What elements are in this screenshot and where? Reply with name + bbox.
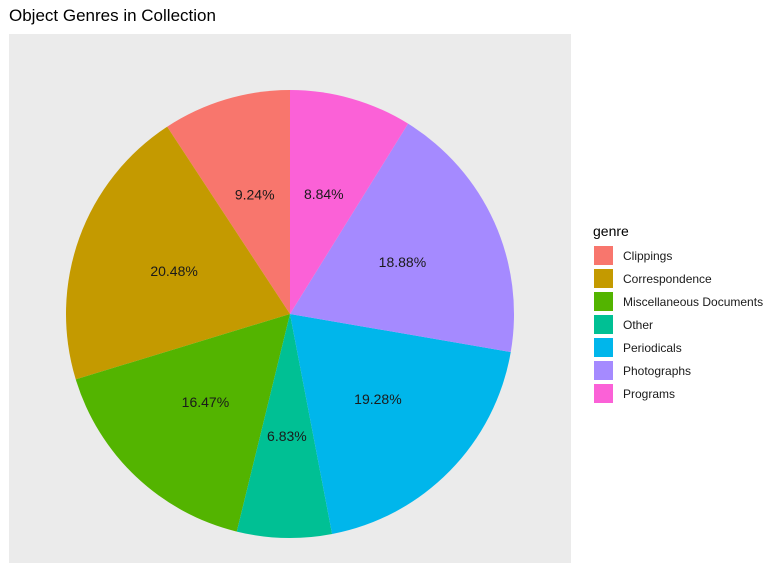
- pie-slice-clippings: [167, 90, 290, 314]
- pie-slice-periodicals: [290, 314, 511, 535]
- legend-item-other: Other: [593, 313, 763, 336]
- slice-label-periodicals: 19.28%: [354, 391, 401, 407]
- legend-items: Clippings Correspondence Miscellaneous Doc…: [593, 244, 763, 405]
- legend-label: Other: [623, 317, 654, 332]
- pie-slice-correspondence: [65, 126, 290, 380]
- slice-label-other: 6.83%: [267, 428, 307, 444]
- pie-slice-miscellaneous-documents: [75, 314, 290, 532]
- pie-slice-other: [236, 314, 333, 539]
- legend-label: Miscellaneous Documents: [623, 294, 764, 309]
- legend-swatch: [593, 291, 614, 312]
- legend-item-clippings: Clippings: [593, 244, 763, 267]
- pie-slice-photographs: [290, 123, 515, 353]
- pie-slice-programs: [290, 90, 409, 314]
- legend-label: Programs: [623, 386, 676, 401]
- legend-item-photographs: Photographs: [593, 359, 763, 382]
- legend-title: genre: [593, 223, 629, 239]
- slice-label-miscellaneous-documents: 16.47%: [182, 394, 229, 410]
- slice-label-correspondence: 20.48%: [150, 263, 197, 279]
- legend-label: Photographs: [623, 363, 692, 378]
- legend-swatch: [593, 360, 614, 381]
- legend-item-programs: Programs: [593, 382, 763, 405]
- plot-panel: 9.24% 20.48% 16.47% 6.83% 19.28% 18.88% 8.84%: [9, 34, 571, 563]
- slice-label-photographs: 18.88%: [379, 254, 426, 270]
- legend-label: Clippings: [623, 248, 673, 263]
- legend-swatch: [593, 383, 614, 404]
- legend-swatch: [593, 245, 614, 266]
- legend: genre Clippings Correspondence Miscellaneo…: [593, 223, 763, 405]
- legend-label: Periodicals: [623, 340, 682, 355]
- legend-swatch: [593, 314, 614, 335]
- slice-label-programs: 8.84%: [304, 186, 344, 202]
- legend-swatch: [593, 268, 614, 289]
- legend-label: Correspondence: [623, 271, 712, 286]
- legend-swatch: [593, 337, 614, 358]
- legend-item-miscellaneous-documents: Miscellaneous Documents: [593, 290, 763, 313]
- pie-chart: 9.24% 20.48% 16.47% 6.83% 19.28% 18.88% 8.84%: [65, 90, 515, 539]
- slice-label-clippings: 9.24%: [235, 187, 275, 203]
- chart-title: Object Genres in Collection: [9, 6, 216, 25]
- legend-item-periodicals: Periodicals: [593, 336, 763, 359]
- legend-item-correspondence: Correspondence: [593, 267, 763, 290]
